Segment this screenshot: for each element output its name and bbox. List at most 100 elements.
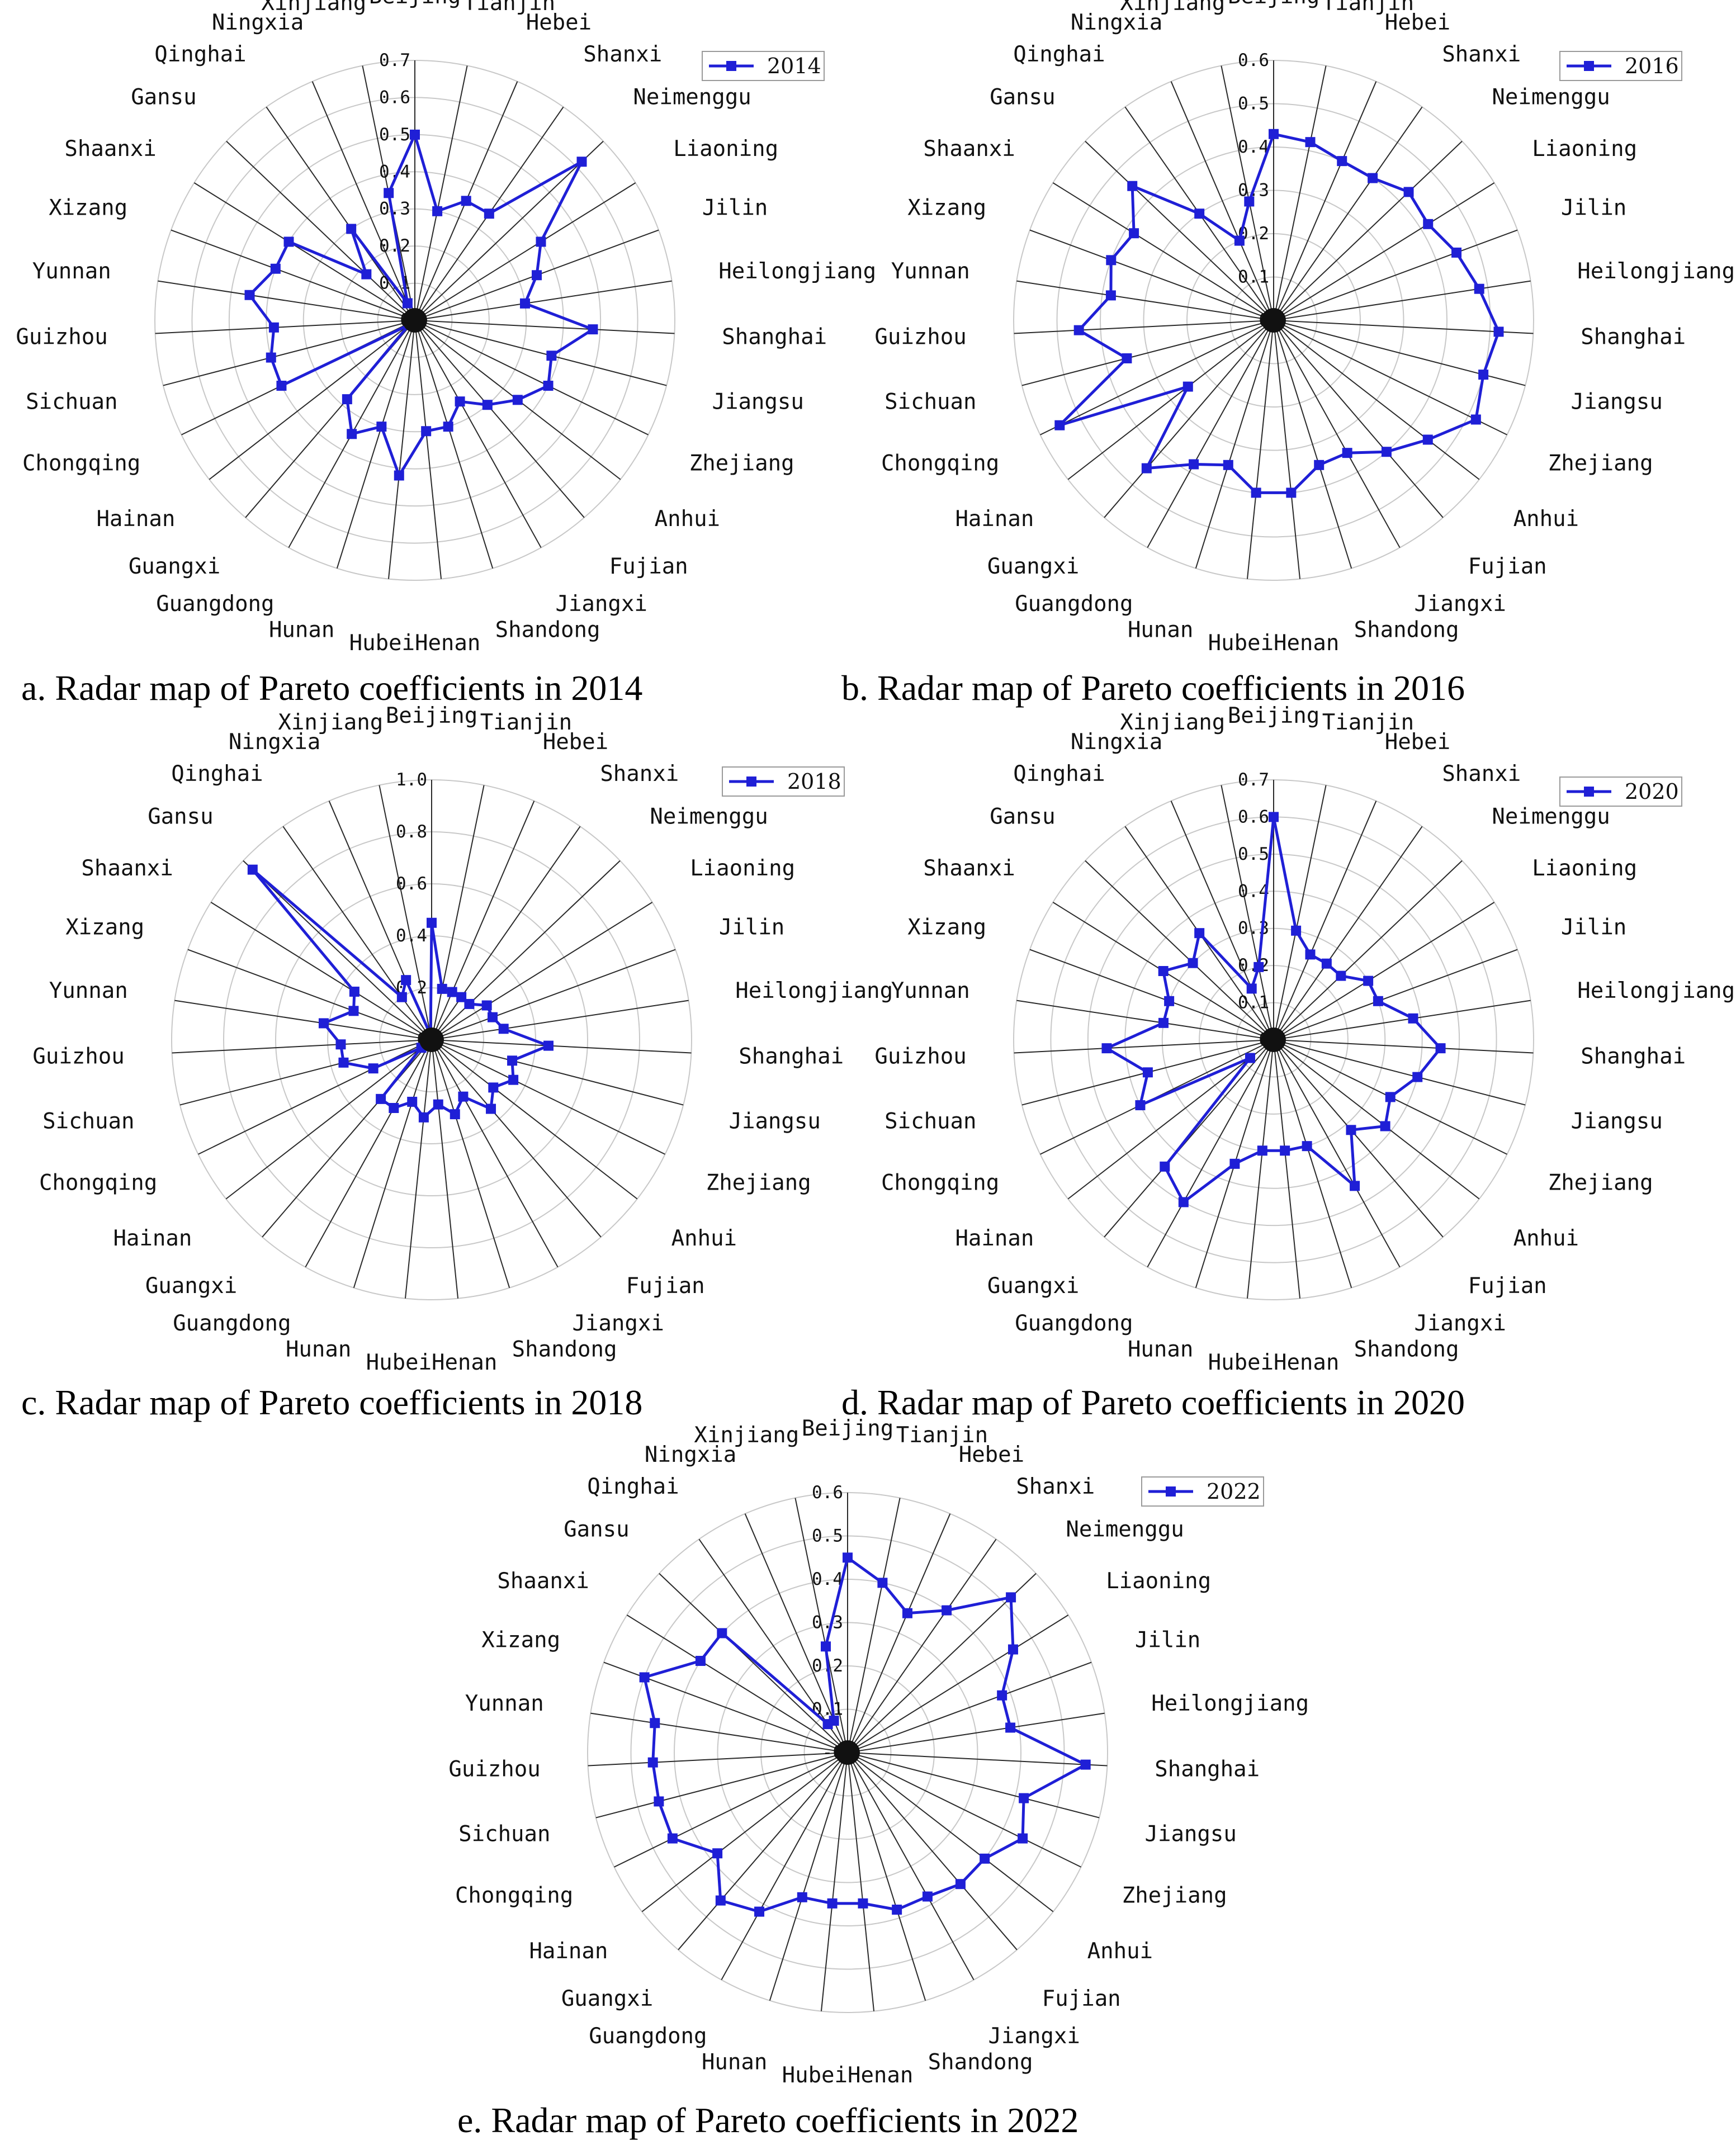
category-label: Henan bbox=[415, 631, 480, 656]
category-label: Shanghai bbox=[739, 1044, 844, 1069]
spoke-line bbox=[1104, 1039, 1274, 1238]
category-label: Xinjiang bbox=[1120, 0, 1225, 16]
category-label: Beijing bbox=[802, 1416, 893, 1441]
data-point-zhejiang bbox=[543, 381, 554, 391]
spoke-line bbox=[431, 949, 676, 1040]
spoke-line bbox=[431, 785, 485, 1040]
spoke-line bbox=[847, 1752, 875, 2011]
radar-chart-d: 00.10.20.30.40.50.60.7BeijingTianjinHebe… bbox=[841, 703, 1735, 1422]
spoke-line bbox=[431, 1039, 638, 1200]
category-label: Jiangsu bbox=[729, 1109, 820, 1134]
spoke-line bbox=[1273, 1039, 1352, 1288]
data-point-xizang bbox=[639, 1672, 650, 1683]
spoke-line bbox=[1273, 1039, 1301, 1299]
category-label: Ningxia bbox=[229, 730, 320, 755]
spoke-line bbox=[1273, 320, 1534, 334]
spoke-line bbox=[311, 81, 415, 321]
data-point-jiangsu bbox=[1019, 1793, 1029, 1803]
radial-tick-label: 0.4 bbox=[396, 926, 427, 946]
data-point-ningxia bbox=[401, 975, 411, 986]
data-point-heilongjiang bbox=[1005, 1722, 1016, 1733]
spoke-line bbox=[266, 106, 415, 321]
data-point-xizang bbox=[270, 263, 281, 274]
spoke-line bbox=[305, 1039, 432, 1268]
radial-tick-label: 0.6 bbox=[379, 87, 410, 107]
category-label: Beijing bbox=[1228, 703, 1319, 728]
category-label: Hubei bbox=[782, 2063, 848, 2088]
category-label: Zhejiang bbox=[1548, 1170, 1653, 1195]
radial-tick-label: 0.2 bbox=[379, 236, 410, 256]
data-point-xizang bbox=[1164, 996, 1175, 1006]
category-label: Zhejiang bbox=[1548, 451, 1653, 476]
data-point-anhui bbox=[512, 395, 523, 405]
data-point-guangdong bbox=[1189, 459, 1199, 470]
data-point-hunan bbox=[797, 1892, 807, 1902]
data-point-sichuan bbox=[654, 1796, 664, 1807]
data-point-hainan bbox=[1245, 1053, 1255, 1063]
category-label: Fujian bbox=[1042, 1986, 1121, 2011]
radial-tick-label: 0.5 bbox=[812, 1526, 843, 1546]
radial-tick-label: 0.6 bbox=[396, 874, 427, 894]
data-point-yunnan bbox=[244, 290, 255, 300]
data-point-hebei bbox=[461, 196, 471, 206]
spoke-line bbox=[1273, 902, 1495, 1040]
radial-tick-label: 0.3 bbox=[812, 1613, 843, 1633]
category-label: Shaanxi bbox=[81, 856, 173, 881]
category-label: Gansu bbox=[148, 804, 213, 829]
spoke-line bbox=[209, 320, 415, 480]
spoke-line bbox=[1273, 280, 1531, 321]
spoke-line bbox=[379, 785, 432, 1040]
category-label: Jiangsu bbox=[1571, 1109, 1662, 1134]
data-point-jilin bbox=[488, 1012, 498, 1022]
data-point-shaanxi bbox=[1158, 966, 1169, 977]
category-label: Shanxi bbox=[600, 761, 679, 787]
category-label: Anhui bbox=[1513, 506, 1579, 532]
chart-caption-c: c. Radar map of Pareto coefficients in 2… bbox=[21, 1382, 642, 1422]
category-label: Anhui bbox=[1513, 1226, 1579, 1251]
spoke-line bbox=[414, 140, 604, 321]
spoke-line bbox=[1273, 1039, 1526, 1106]
spoke-line bbox=[431, 1039, 559, 1268]
data-point-guizhou bbox=[268, 322, 279, 333]
category-label: Heilongjiang bbox=[1577, 259, 1735, 284]
category-label: Hebei bbox=[1385, 10, 1450, 35]
category-label: Guangdong bbox=[1015, 591, 1133, 617]
data-point-shaanxi bbox=[283, 236, 294, 247]
data-point-sichuan bbox=[1122, 353, 1132, 363]
category-label: Fujian bbox=[1468, 1273, 1547, 1299]
data-point-shanxi bbox=[942, 1605, 952, 1616]
data-point-beijing bbox=[410, 129, 420, 140]
legend-label: 2018 bbox=[787, 769, 841, 794]
category-label: Chongqing bbox=[22, 451, 140, 476]
spoke-line bbox=[1273, 182, 1495, 321]
legend-2018: 2018 bbox=[722, 766, 845, 797]
legend-label: 2020 bbox=[1625, 779, 1679, 804]
category-label: Fujian bbox=[626, 1273, 705, 1299]
radial-tick-label: 0.6 bbox=[812, 1483, 843, 1503]
spoke-line bbox=[641, 1752, 848, 1912]
data-point-anhui bbox=[1380, 1121, 1390, 1131]
legend-marker bbox=[1584, 61, 1594, 71]
spoke-line bbox=[414, 320, 649, 435]
data-point-hebei bbox=[1305, 949, 1316, 960]
data-point-neimenggu bbox=[464, 998, 475, 1009]
category-label: Shanxi bbox=[1442, 42, 1521, 67]
spoke-line bbox=[1016, 1000, 1274, 1040]
category-label: Guangxi bbox=[561, 1986, 653, 2011]
data-point-zhejiang bbox=[1018, 1833, 1028, 1844]
category-label: Henan bbox=[848, 2063, 913, 2088]
category-label: Qinghai bbox=[171, 761, 263, 787]
category-label: Xinjiang bbox=[694, 1423, 799, 1448]
category-label: Guizhou bbox=[32, 1044, 124, 1069]
data-point-qinghai bbox=[1194, 209, 1205, 219]
spoke-line bbox=[431, 1039, 510, 1288]
data-point-shanghai bbox=[588, 324, 598, 335]
spoke-line bbox=[414, 320, 494, 569]
data-point-sichuan bbox=[266, 352, 276, 363]
spoke-line bbox=[1029, 229, 1274, 321]
category-label: Shanxi bbox=[1442, 761, 1521, 787]
data-point-guangdong bbox=[347, 429, 357, 439]
category-label: Qinghai bbox=[1013, 42, 1105, 67]
category-label: Yunnan bbox=[891, 978, 970, 1003]
spoke-line bbox=[193, 182, 415, 321]
